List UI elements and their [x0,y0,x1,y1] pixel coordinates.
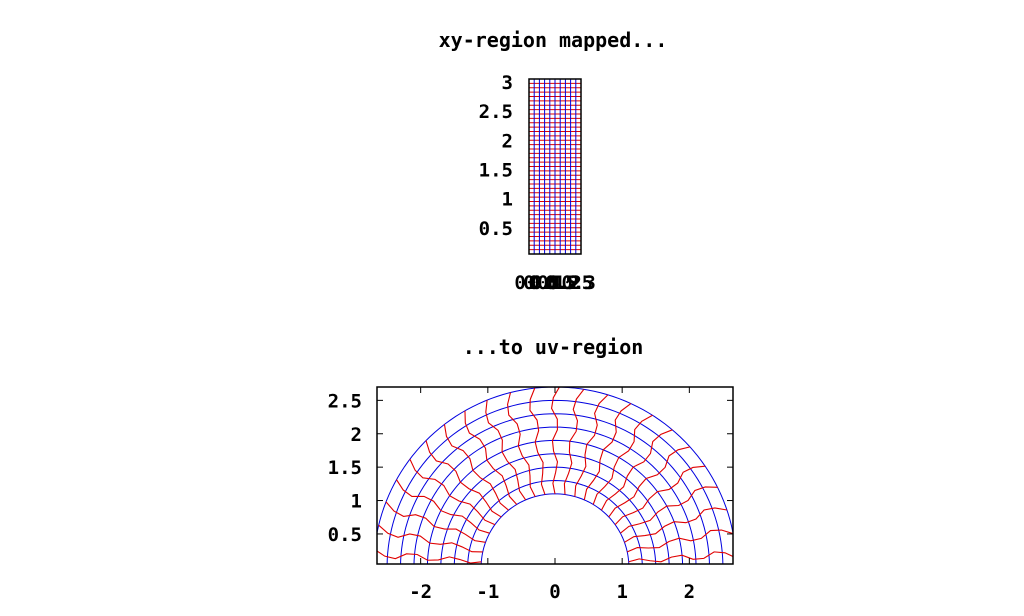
chart-2-red-spoke [563,388,585,495]
chart-2-red-spoke [377,550,482,564]
chart-2-red-spoke [592,414,653,505]
chart-2-y-tick-label: 0.5 [328,524,362,546]
chart-2-red-spoke [374,571,481,580]
chart-2-blue-arc [453,466,657,564]
chart-1-x-tick-label: 0.1 [528,272,562,294]
chart-2-x-tick-label: 1 [616,581,627,603]
chart-1-y-tick-label: 2.5 [479,101,513,123]
chart-2-y-tick-label: 1.5 [328,457,362,479]
chart-2-red-spoke [550,387,560,494]
chart-1-title: xy-region mapped... [439,28,668,52]
chart-2-red-spoke [600,429,673,511]
chart-2-red-spoke [396,479,490,534]
chart-1-y-tick-label: 0.5 [479,218,513,240]
chart-1-x-tick-label: 0.25 [547,272,593,294]
chart-2-y-tick-label: 2.5 [328,390,362,412]
chart-2-red-spoke [443,424,509,511]
chart-2-x-axis: -2 -1 0 1 2 [409,581,695,603]
chart-1-x-tick-label: 0.3 [561,272,595,294]
chart-2-blue-arc [413,426,697,564]
chart-2-red-spoke [629,570,736,582]
chart-2-blue-arc [467,480,643,564]
chart-2-red-spoke [529,387,546,495]
chart-1-x-tick-label: 0 [523,272,534,294]
chart-2-plot-area [374,387,736,582]
chart-1-y-tick-label: 1 [502,189,513,211]
chart-2-x-tick-label: -2 [409,581,432,603]
chart-2-red-spoke [385,501,486,543]
chart-1-y-tick-label: 2 [502,130,513,152]
chart-2-red-spoke [614,465,706,526]
chart-2-red-spoke [409,458,496,526]
chart-2-red-spoke [627,529,733,553]
chart-2-red-spoke [507,392,536,497]
chart-2-blue-arc [386,399,724,564]
chart-2-x-tick-label: -1 [476,581,499,603]
chart-2-y-tick-label: 2 [351,424,362,446]
chart-2-x-tick-label: 0 [549,581,560,603]
chart-2-grid [374,387,736,582]
chart-2-red-spoke [378,524,483,553]
chart-2-red-spoke [608,446,691,518]
chart-1-x-tick-label: 0.2 [545,272,579,294]
chart-1-x-tick-label: 0.15 [531,272,577,294]
chart-1-y-axis: 3 2.5 2 1.5 1 0.5 [479,72,513,240]
chart-2-red-spoke [620,486,718,534]
chart-1-grid [528,78,582,255]
chart-2-blue-arc [426,439,684,564]
chart-2-red-spoke [574,394,609,497]
chart-1-y-tick-label: 3 [502,72,513,94]
chart-2-red-spoke [485,400,527,501]
chart-2-ticks [377,387,733,564]
chart-2-title: ...to uv-region [463,335,644,359]
chart-1-x-tick-label: 0.05 [514,272,560,294]
chart-1-frame [528,78,582,255]
chart-1-y-tick-label: 1.5 [479,159,513,181]
chart-2-x-tick-label: 2 [684,581,695,603]
chart-1-x-axis: 00.050.10.150.20.250.3 [514,272,595,294]
chart-2-red-spoke [624,507,728,543]
chart-2-y-tick-label: 1 [351,491,362,513]
chart-2-frame [376,386,734,565]
chart-2-red-spoke [425,440,502,518]
chart-2-red-spoke [464,410,518,505]
chart-2-blue-arc [377,387,733,536]
chart-2-y-axis: 2.5 2 1.5 1 0.5 [328,390,362,546]
chart-2-red-spoke [583,403,632,501]
chart-2-red-spoke [628,551,733,563]
